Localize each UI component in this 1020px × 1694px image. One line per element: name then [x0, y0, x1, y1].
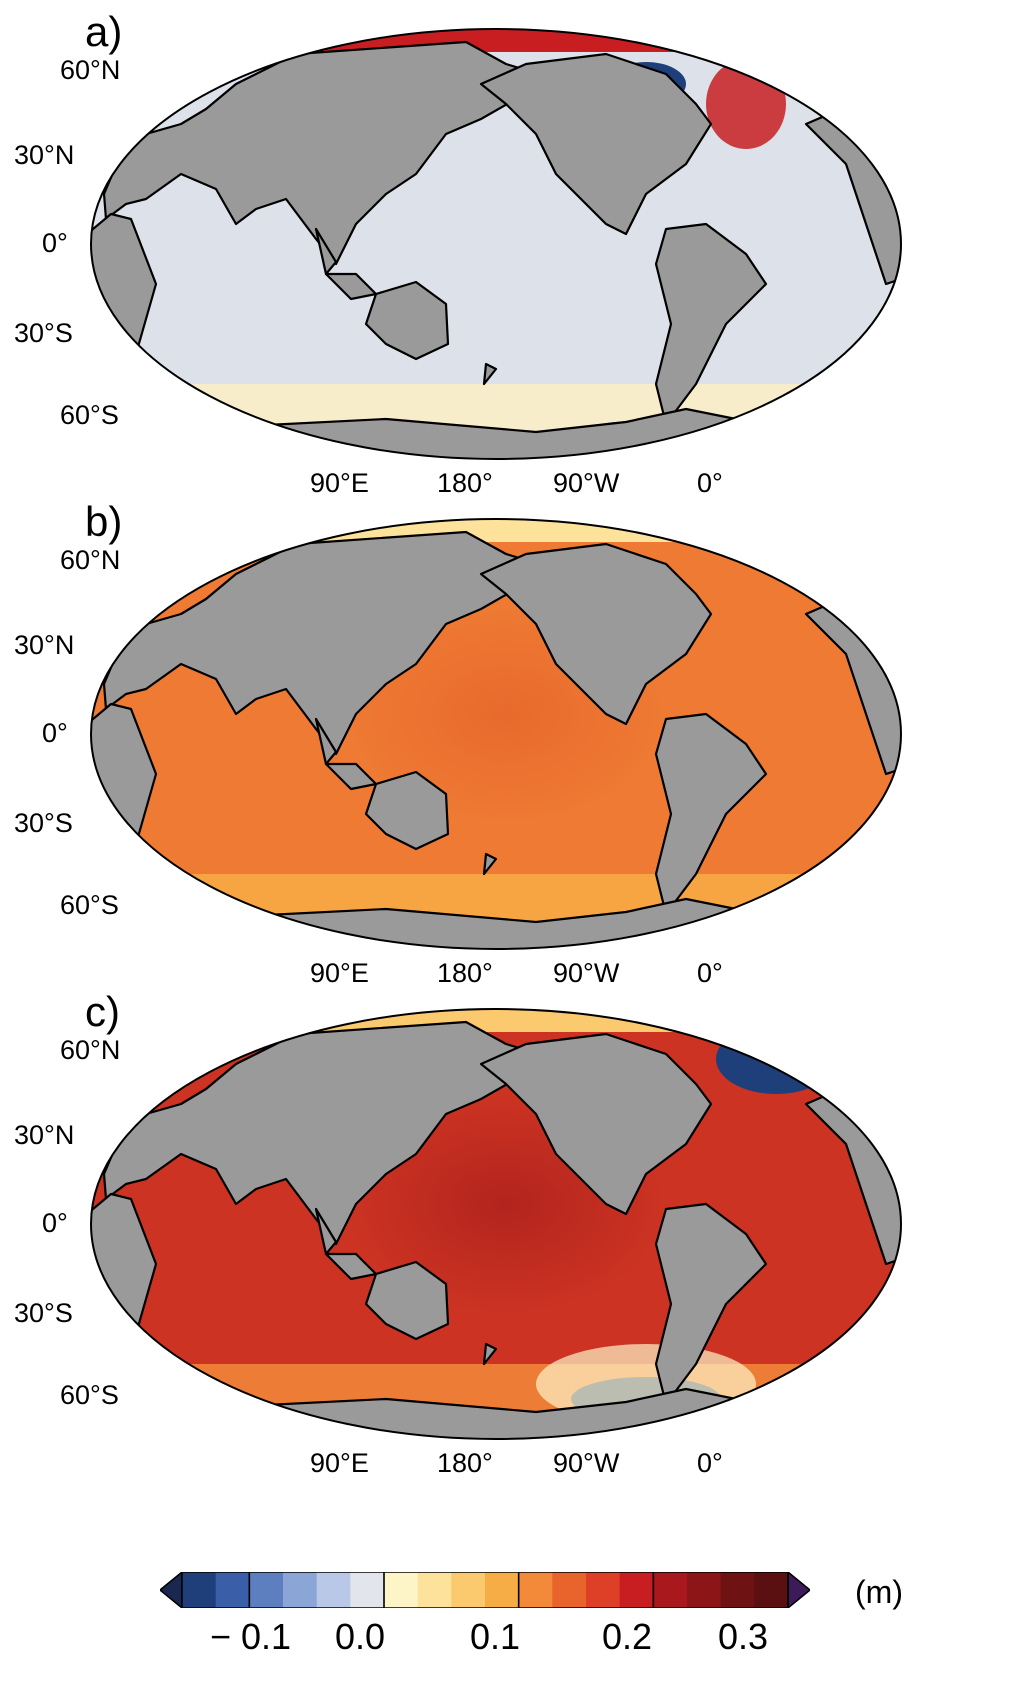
latitude-label: 60°N	[60, 55, 121, 85]
latitude-label: 60°S	[60, 400, 119, 430]
colorbar-bin	[619, 1572, 654, 1608]
map-frame	[89, 1008, 903, 1440]
longitude-label: 180°	[437, 468, 493, 498]
colorbar-bin	[249, 1572, 284, 1608]
colorbar-bin	[687, 1572, 722, 1608]
colorbar-bin	[350, 1572, 385, 1608]
panel-label: b)	[85, 498, 123, 545]
latitude-label: 30°S	[14, 1298, 73, 1328]
landmass-samerica	[654, 712, 768, 916]
landmass-svalbard	[884, 52, 901, 91]
colorbar-min-extend	[160, 1572, 183, 1608]
colorbar-tick-label: 0.1	[470, 1616, 521, 1657]
colorbar-tick-label: − 0.1	[210, 1616, 292, 1657]
landmass-nz	[482, 362, 498, 386]
longitude-label: 90°W	[553, 1448, 620, 1478]
longitude-label: 0°	[697, 468, 723, 498]
greenland-sea-anomaly	[716, 1024, 836, 1094]
colorbar-bin	[552, 1572, 587, 1608]
landmass-nz	[482, 852, 498, 876]
colorbar-bin	[518, 1572, 553, 1608]
landmass-svalbard	[884, 542, 901, 581]
colorbar-tick-label: 0.0	[335, 1616, 386, 1657]
longitude-label: 90°W	[553, 468, 620, 498]
colorbar-bin	[215, 1572, 250, 1608]
colorbar-tick-label: 0.2	[602, 1616, 653, 1657]
landmass-svalbard	[884, 1032, 901, 1071]
latitude-label: 30°N	[14, 1120, 75, 1150]
southern-ocean-band	[91, 384, 901, 434]
colorbar-max-extend	[787, 1572, 810, 1608]
map-frame	[89, 518, 903, 950]
latitude-label: 0°	[42, 718, 68, 748]
southern-ocean-band	[91, 1364, 901, 1414]
arctic-band	[186, 519, 886, 542]
latitude-label: 30°N	[14, 630, 75, 660]
landmass-namerica	[479, 1032, 713, 1216]
colorbar-bin	[283, 1572, 318, 1608]
longitude-label: 180°	[437, 1448, 493, 1478]
north-atlantic-anomaly	[706, 59, 786, 149]
landmass-india_shadow	[314, 1207, 338, 1256]
world-map	[89, 28, 903, 460]
colorbar-bin	[754, 1572, 789, 1608]
world-map	[89, 1008, 903, 1440]
colorbar-bin	[586, 1572, 621, 1608]
world-map	[89, 518, 903, 950]
panel-label: a)	[85, 8, 123, 55]
landmass-nz	[482, 1342, 498, 1366]
colorbar-bin	[384, 1572, 419, 1608]
landmass-india_shadow	[314, 227, 338, 276]
colorbar-bin	[451, 1572, 486, 1608]
landmass-india_shadow	[314, 717, 338, 766]
longitude-label: 90°E	[310, 1448, 369, 1478]
colorbar-bin	[720, 1572, 755, 1608]
latitude-label: 60°N	[60, 1035, 121, 1065]
latitude-label: 30°S	[14, 808, 73, 838]
latitude-label: 60°S	[60, 890, 119, 920]
landmass-australia	[364, 1260, 450, 1341]
landmass-samerica	[654, 1202, 768, 1406]
landmass-samerica	[654, 222, 768, 426]
latitude-label: 0°	[42, 1208, 68, 1238]
arctic-band	[186, 29, 886, 52]
longitude-label: 90°E	[310, 958, 369, 988]
longitude-label: 180°	[437, 958, 493, 988]
latitude-label: 30°N	[14, 140, 75, 170]
arctic-band	[186, 1009, 886, 1032]
colorbar-bin	[182, 1572, 217, 1608]
longitude-label: 90°E	[310, 468, 369, 498]
longitude-label: 90°W	[553, 958, 620, 988]
colorbar	[160, 1572, 810, 1608]
latitude-label: 60°S	[60, 1380, 119, 1410]
colorbar-bin	[316, 1572, 351, 1608]
colorbar-bin	[653, 1572, 688, 1608]
landmass-australia	[364, 280, 450, 361]
map-panel-b: b) 60°N 30°N 0° 30°S 60°S 90°E 180° 90°W 0°	[0, 490, 1020, 1030]
map-frame	[89, 28, 903, 460]
longitude-label: 0°	[697, 958, 723, 988]
colorbar-tick-label: 0.3	[718, 1616, 769, 1657]
map-panel-a: a) 60°N 30°N 0° 30°S 60°S 90°E 180° 90°W 0°	[0, 0, 1020, 540]
landmass-namerica	[479, 542, 713, 726]
panel-label: c)	[85, 988, 120, 1035]
colorbar-bin	[485, 1572, 520, 1608]
southern-ocean-band	[91, 874, 901, 924]
landmass-australia	[364, 770, 450, 851]
colorbar-bin	[417, 1572, 452, 1608]
latitude-label: 60°N	[60, 545, 121, 575]
latitude-label: 0°	[42, 228, 68, 258]
longitude-label: 0°	[697, 1448, 723, 1478]
map-panel-c: c) 60°N 30°N 0° 30°S 60°S 90°E 180° 90°W 0°	[0, 980, 1020, 1520]
colorbar-unit: (m)	[855, 1574, 903, 1610]
latitude-label: 30°S	[14, 318, 73, 348]
landmass-namerica	[479, 52, 713, 236]
